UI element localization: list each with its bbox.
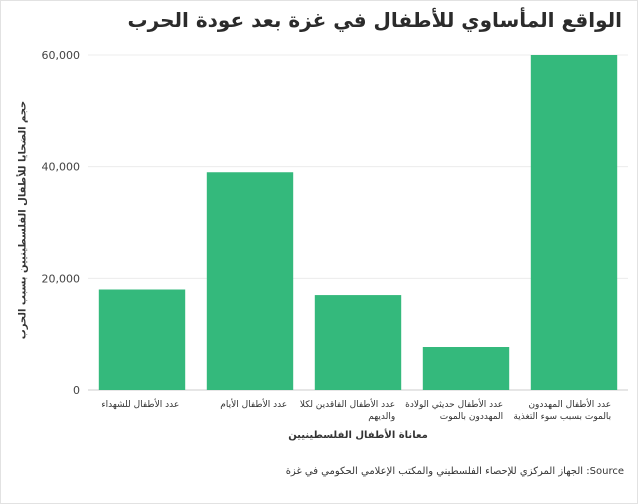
- x-tick-label: عدد الأطفال حديثي الولادة: [405, 398, 503, 410]
- bar: [314, 295, 402, 390]
- bar: [530, 55, 618, 390]
- bar: [422, 347, 510, 390]
- y-tick-label: 40,000: [42, 161, 81, 174]
- x-axis-label: معاناة الأطفال الفلسطينيين: [288, 430, 428, 441]
- y-tick-label: 20,000: [42, 272, 81, 285]
- chart-title: الواقع المأساوي للأطفال في غزة بعد عودة …: [127, 8, 622, 32]
- x-tick-label: عدد الأطفال الأيام: [220, 398, 287, 410]
- source-note: الجهاز المركزي للإحصاء الفلسطيني والمكتب…: [285, 466, 624, 477]
- x-tick-label: والديهم: [368, 412, 395, 422]
- x-tick-label: عدد الأطفال الفاقدين لكلا: [300, 398, 395, 410]
- y-tick-label: 60,000: [42, 49, 81, 62]
- y-tick-label: 0: [73, 384, 80, 397]
- x-tick-label: عدد الأطفال المهددون: [528, 398, 611, 410]
- bar: [98, 289, 186, 390]
- bar: [206, 172, 294, 390]
- x-tick-label: عدد الأطفال للشهداء: [101, 398, 179, 410]
- x-tick-label: المهددون بالموت: [440, 412, 503, 422]
- x-tick-label: بالموت بسبب سوء التغذية: [513, 412, 611, 422]
